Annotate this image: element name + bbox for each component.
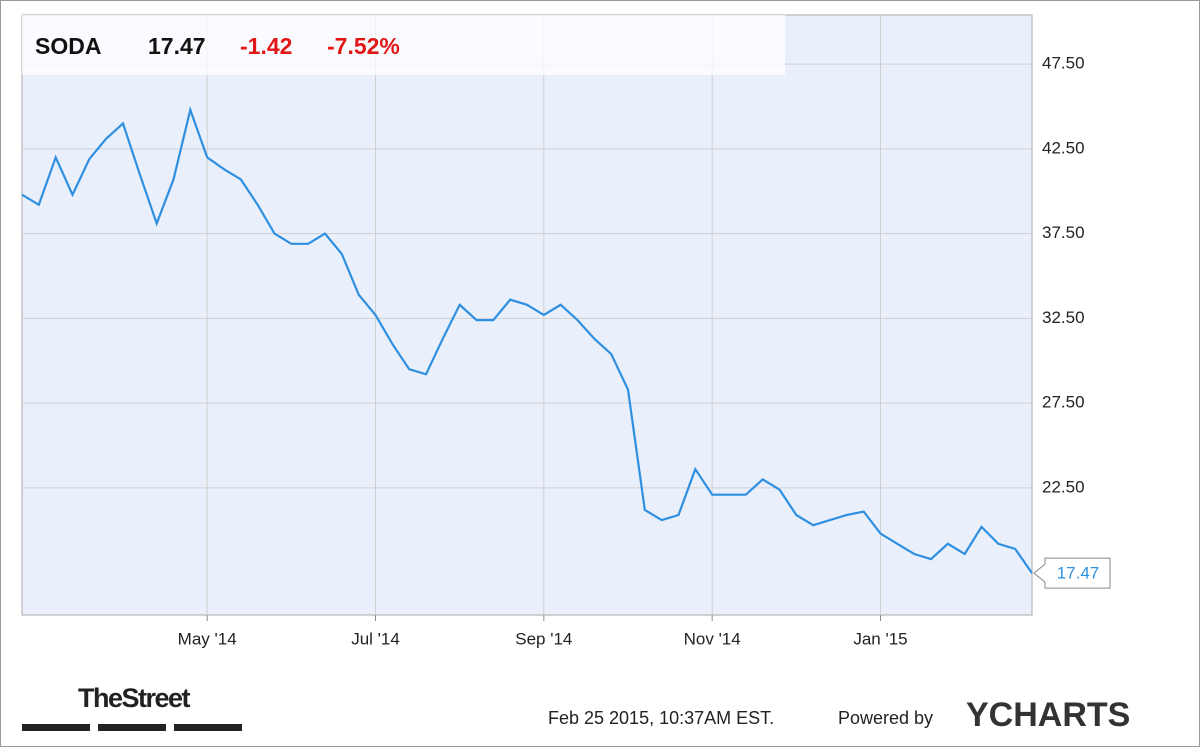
powered-by: Powered by xyxy=(838,708,933,728)
x-tick-label: Jan '15 xyxy=(853,629,907,648)
last-value-callout xyxy=(1033,557,1111,589)
ticker: SODA xyxy=(35,33,101,59)
y-tick-label: 47.50 xyxy=(1042,54,1085,73)
y-tick-label: 32.50 xyxy=(1042,308,1085,327)
brand: YCHARTS xyxy=(966,696,1130,734)
price-line xyxy=(21,106,1033,574)
x-tick-label: May '14 xyxy=(178,629,237,648)
change: -1.42 xyxy=(240,33,292,59)
logo-bar xyxy=(98,724,166,731)
y-tick-label: 42.50 xyxy=(1042,138,1085,157)
logo-bar xyxy=(174,724,242,731)
x-tick-label: Nov '14 xyxy=(684,629,741,648)
y-tick-label: 27.50 xyxy=(1042,393,1085,412)
logo-bar xyxy=(22,724,90,731)
price: 17.47 xyxy=(148,33,206,59)
change-pct: -7.52% xyxy=(327,33,400,59)
last-value-label: 17.47 xyxy=(1057,564,1100,583)
y-tick-label: 22.50 xyxy=(1042,477,1085,496)
x-tick-label: Sep '14 xyxy=(515,629,572,648)
x-tick-label: Jul '14 xyxy=(351,629,400,648)
plot-area xyxy=(21,14,1033,616)
timestamp: Feb 25 2015, 10:37AM EST. xyxy=(548,708,774,728)
y-tick-label: 37.50 xyxy=(1042,223,1085,242)
source-logo: TheStreet xyxy=(78,683,191,713)
header-box xyxy=(22,15,785,75)
